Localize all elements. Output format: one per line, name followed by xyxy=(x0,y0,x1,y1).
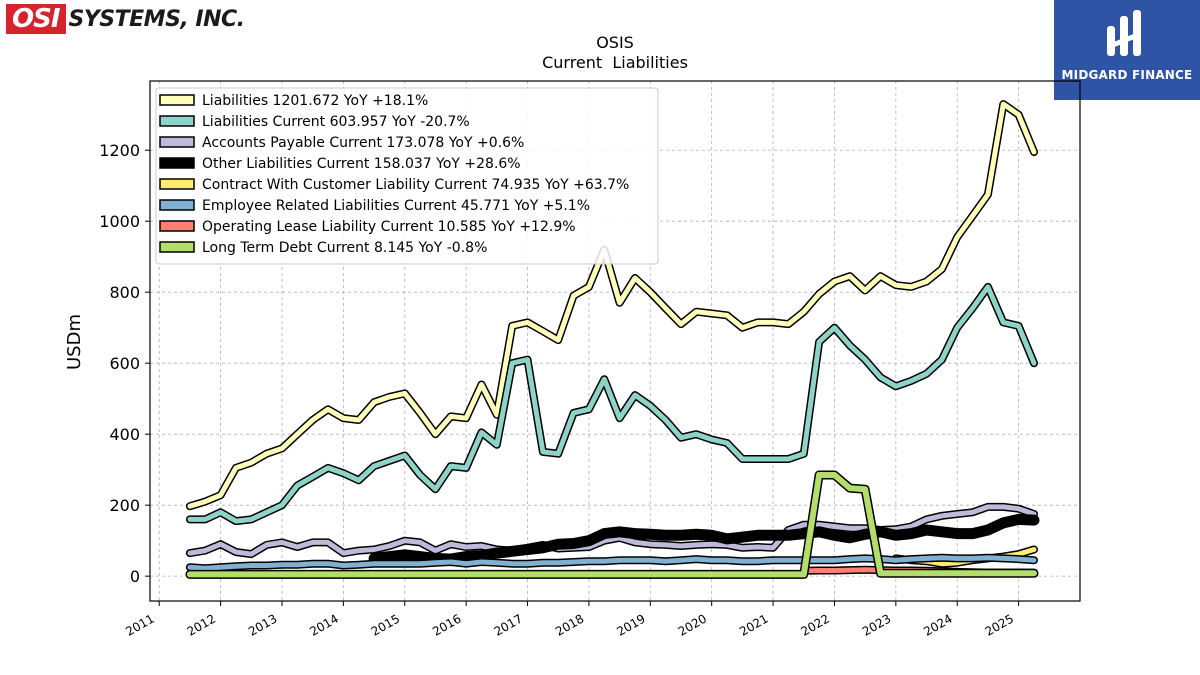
y-tick-label: 400 xyxy=(109,425,140,444)
legend-swatch xyxy=(159,241,195,253)
x-tick-label: 2016 xyxy=(430,611,463,638)
legend-label: Contract With Customer Liability Current… xyxy=(202,177,629,193)
y-tick-label: 800 xyxy=(109,283,140,302)
legend-swatch xyxy=(159,157,195,169)
x-tick-label: 2024 xyxy=(921,611,954,638)
legend: Liabilities 1201.672 YoY +18.1% Liabiliti… xyxy=(155,87,659,265)
x-tick-label: 2018 xyxy=(553,611,586,638)
company-logo: OSI SYSTEMS, INC. xyxy=(6,4,245,34)
watermark-name: MIDGARD FINANCE xyxy=(1061,68,1193,82)
chart-subtitle: Current Liabilities xyxy=(542,53,688,72)
logo-box: OSI xyxy=(6,4,66,34)
x-tick-label: 2015 xyxy=(369,611,402,638)
series-5 xyxy=(185,553,1038,573)
series-1 xyxy=(185,282,1038,526)
midgard-finance-watermark: MIDGARD FINANCE xyxy=(1054,0,1200,100)
chart-title: OSIS xyxy=(596,33,634,52)
x-tick-label: 2019 xyxy=(614,611,647,638)
legend-swatch xyxy=(159,220,195,232)
legend-label: Liabilities 1201.672 YoY +18.1% xyxy=(202,93,428,109)
x-tick-label: 2011 xyxy=(123,611,156,638)
series-line xyxy=(186,472,1037,578)
legend-swatch xyxy=(159,199,195,211)
series-line xyxy=(370,515,1038,564)
y-tick-label: 1000 xyxy=(99,212,140,231)
legend-swatch xyxy=(159,136,195,148)
midgard-logo-icon xyxy=(1107,10,1141,56)
series-line xyxy=(187,555,1037,571)
x-tick-label: 2012 xyxy=(185,611,218,638)
legend-label: Long Term Debt Current 8.145 YoY -0.8% xyxy=(202,240,487,256)
x-tick-label: 2023 xyxy=(860,611,893,638)
x-tick-label: 2022 xyxy=(799,611,832,638)
legend-label: Operating Lease Liability Current 10.585… xyxy=(202,219,576,235)
series-3 xyxy=(368,513,1040,565)
legend-label: Other Liabilities Current 158.037 YoY +2… xyxy=(202,156,521,172)
x-tick-label: 2020 xyxy=(676,611,709,638)
series-line xyxy=(187,101,1037,509)
y-tick-label: 1200 xyxy=(99,141,140,160)
logo-text: SYSTEMS, INC. xyxy=(68,6,246,32)
y-tick-label: 200 xyxy=(109,496,140,515)
plot-frame xyxy=(149,80,1081,602)
x-tick-label: 2021 xyxy=(737,611,770,638)
y-tick-label: 0 xyxy=(130,567,140,586)
series-line xyxy=(187,284,1037,524)
legend-label: Liabilities Current 603.957 YoY -20.7% xyxy=(202,114,470,130)
series-7 xyxy=(185,470,1039,579)
x-tick-label: 2017 xyxy=(492,611,525,638)
legend-swatch xyxy=(159,115,195,127)
x-tick-label: 2013 xyxy=(246,611,279,638)
series-0 xyxy=(185,100,1038,511)
plot-series xyxy=(185,100,1040,579)
legend-label: Employee Related Liabilities Current 45.… xyxy=(202,198,590,214)
x-tick-label: 2025 xyxy=(983,611,1016,638)
legend-label: Accounts Payable Current 173.078 YoY +0.… xyxy=(202,135,524,151)
legend-swatch xyxy=(159,178,195,190)
y-axis-label: USDm xyxy=(64,314,85,370)
legend-box xyxy=(155,87,659,265)
x-tick-label: 2014 xyxy=(307,611,340,638)
legend-swatch xyxy=(159,94,195,106)
y-tick-label: 600 xyxy=(109,354,140,373)
